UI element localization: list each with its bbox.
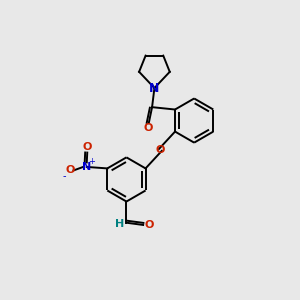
Text: +: + [88,158,95,166]
Text: N: N [149,82,160,94]
Text: N: N [82,162,91,172]
Text: O: O [156,145,165,155]
Text: O: O [65,166,75,176]
Text: -: - [62,171,66,181]
Text: O: O [144,220,154,230]
Text: H: H [115,219,124,229]
Text: O: O [82,142,92,152]
Text: O: O [144,123,153,134]
